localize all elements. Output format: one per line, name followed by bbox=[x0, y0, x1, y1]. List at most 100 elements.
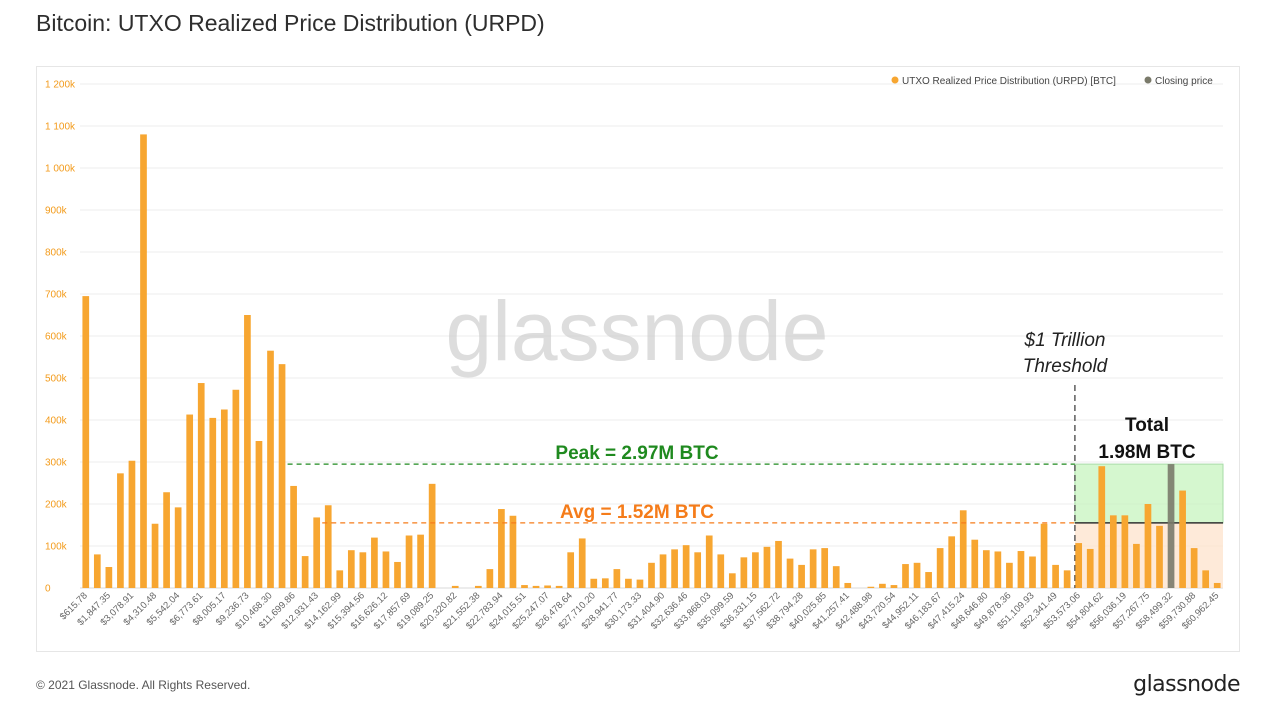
bar bbox=[1040, 523, 1048, 588]
bar bbox=[417, 534, 424, 588]
bar bbox=[798, 564, 805, 588]
bar bbox=[659, 554, 667, 588]
urpd-chart: 0 100k 200k 300k 400k 500k 600k 700k 800k 900k 1 0… bbox=[45, 76, 1224, 632]
bar bbox=[636, 579, 644, 588]
bar bbox=[625, 578, 632, 588]
bar bbox=[313, 517, 321, 588]
bar bbox=[1190, 548, 1198, 588]
bar bbox=[151, 523, 159, 588]
bar bbox=[775, 540, 782, 588]
bar bbox=[278, 364, 286, 588]
avg-label: Avg = 1.52M BTC bbox=[560, 502, 714, 523]
bar bbox=[971, 539, 979, 588]
bar bbox=[220, 409, 228, 588]
bar bbox=[1098, 466, 1106, 588]
bar bbox=[821, 548, 829, 588]
bar bbox=[509, 515, 517, 588]
bar bbox=[197, 383, 205, 588]
bar bbox=[902, 564, 909, 588]
bar bbox=[913, 562, 921, 588]
bar bbox=[578, 538, 586, 588]
bar bbox=[544, 585, 551, 588]
bar bbox=[244, 315, 251, 588]
bar bbox=[809, 549, 817, 588]
bar bbox=[82, 296, 90, 588]
bar bbox=[1179, 490, 1186, 588]
bar bbox=[682, 545, 690, 588]
y-tick-label: 100k bbox=[45, 542, 68, 553]
y-tick-label: 1 000k bbox=[45, 164, 76, 175]
threshold-label-line2: Threshold bbox=[1023, 356, 1109, 377]
bar bbox=[163, 492, 170, 588]
bar bbox=[1156, 525, 1163, 588]
bar bbox=[832, 566, 840, 588]
bar bbox=[1202, 570, 1210, 588]
total-label-line2: 1.98M BTC bbox=[1098, 442, 1195, 463]
bar bbox=[428, 483, 436, 588]
bar bbox=[925, 572, 932, 588]
bar bbox=[324, 505, 332, 588]
bar bbox=[752, 552, 759, 588]
bar bbox=[382, 551, 390, 588]
annotations: $1 Trillion Threshold Total 1.98M BTC Pe… bbox=[555, 330, 1195, 523]
bar bbox=[590, 578, 598, 588]
bar bbox=[232, 389, 240, 588]
y-tick-label: 200k bbox=[45, 500, 68, 511]
bar bbox=[394, 561, 401, 588]
bar bbox=[648, 562, 655, 588]
y-axis-ticks: 0 100k 200k 300k 400k 500k 600k 700k 800k 900k 1 0… bbox=[45, 80, 76, 595]
bar bbox=[267, 350, 274, 588]
bar bbox=[613, 569, 621, 588]
bar bbox=[1086, 548, 1094, 588]
bar bbox=[1052, 564, 1059, 588]
bar bbox=[117, 473, 124, 588]
bar bbox=[209, 417, 217, 588]
bar bbox=[948, 536, 956, 588]
bar bbox=[705, 535, 713, 588]
brand-logo: glassnode bbox=[1133, 672, 1240, 697]
bar bbox=[174, 507, 182, 588]
y-tick-label: 800k bbox=[45, 248, 68, 259]
bar bbox=[1063, 570, 1071, 588]
bar bbox=[186, 414, 194, 588]
x-axis-ticks: $615.78$1,847.35$3,078.91$4,310.48$5,542… bbox=[58, 590, 1222, 631]
bar bbox=[844, 582, 852, 588]
bar bbox=[982, 550, 990, 588]
y-tick-label: 900k bbox=[45, 206, 68, 217]
y-tick-label: 700k bbox=[45, 290, 68, 301]
bar bbox=[1075, 543, 1083, 588]
y-tick-label: 300k bbox=[45, 458, 68, 469]
bar bbox=[740, 557, 748, 588]
bar bbox=[694, 552, 702, 588]
bar bbox=[959, 510, 967, 588]
bar-series bbox=[82, 134, 1221, 588]
bar bbox=[290, 485, 297, 588]
bar bbox=[255, 441, 263, 588]
bar bbox=[867, 586, 875, 588]
bar bbox=[347, 550, 355, 588]
bar bbox=[140, 134, 147, 588]
bar bbox=[1144, 504, 1152, 588]
bar bbox=[486, 569, 494, 588]
closing-price-bar bbox=[1167, 464, 1175, 588]
bar bbox=[567, 552, 575, 588]
bar bbox=[405, 535, 413, 588]
bar bbox=[1213, 582, 1221, 588]
chart-legend: UTXO Realized Price Distribution (URPD) … bbox=[891, 76, 1213, 87]
y-tick-label: 0 bbox=[45, 584, 51, 595]
copyright-text: © 2021 Glassnode. All Rights Reserved. bbox=[36, 678, 251, 692]
legend-urpd-label: UTXO Realized Price Distribution (URPD) … bbox=[902, 76, 1116, 87]
bar bbox=[451, 585, 459, 588]
y-tick-label: 600k bbox=[45, 332, 68, 343]
y-tick-label: 1 200k bbox=[45, 80, 76, 91]
bar bbox=[879, 583, 886, 588]
bar bbox=[786, 558, 794, 588]
legend-urpd-marker bbox=[891, 76, 899, 84]
bar bbox=[763, 546, 771, 588]
bar bbox=[1133, 543, 1140, 588]
page-title: Bitcoin: UTXO Realized Price Distributio… bbox=[36, 10, 545, 36]
bar bbox=[936, 548, 944, 588]
bar bbox=[521, 585, 528, 588]
bar bbox=[1017, 551, 1025, 588]
chart-panel: 0 100k 200k 300k 400k 500k 600k 700k 800k 900k 1 0… bbox=[36, 66, 1240, 652]
